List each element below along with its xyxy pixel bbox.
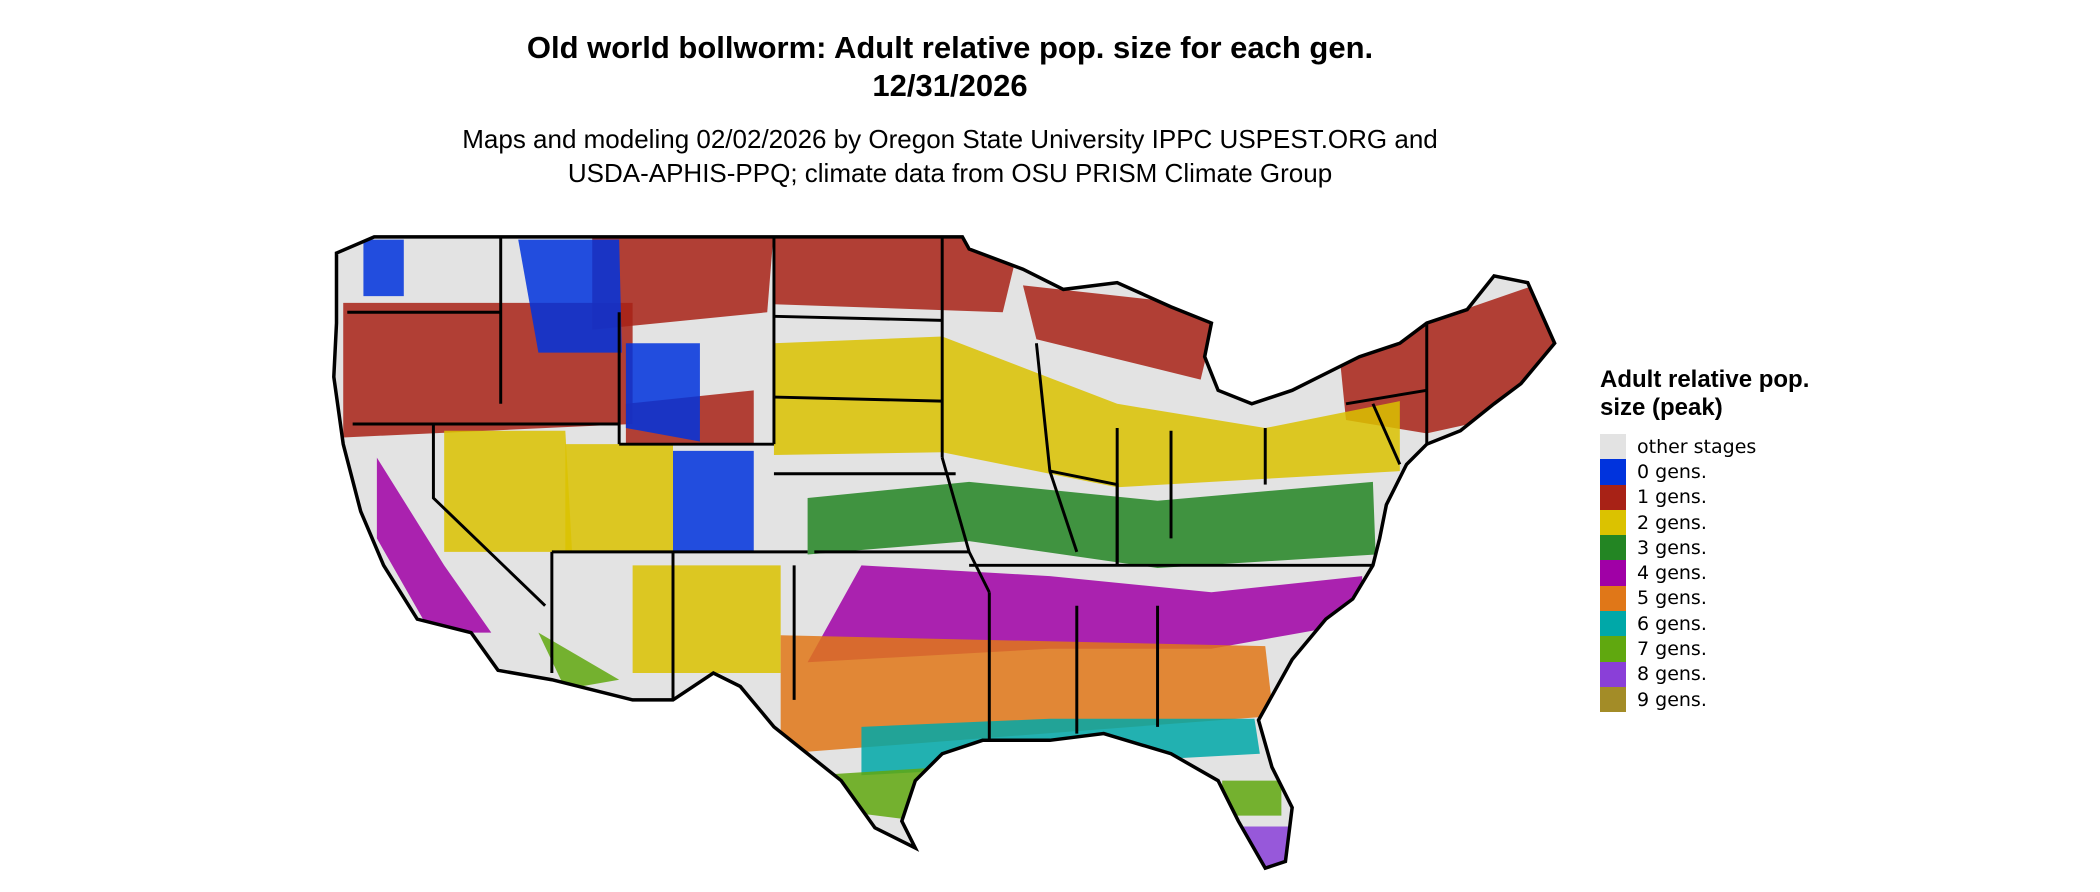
legend-swatch bbox=[1600, 484, 1626, 510]
legend-item: 2 gens. bbox=[1600, 509, 1820, 536]
legend-label: 4 gens. bbox=[1637, 562, 1707, 585]
state-border bbox=[773, 314, 943, 322]
legend-title: Adult relative pop. size (peak) bbox=[1600, 366, 1810, 421]
map-subtitle-line2: USDA-APHIS-PPQ; climate data from OSU PR… bbox=[567, 158, 1333, 188]
legend-swatch bbox=[1600, 509, 1626, 536]
map-title: Old world bollworm: Adult relative pop. … bbox=[526, 30, 1374, 65]
legend-swatch bbox=[1600, 661, 1626, 687]
generation-zone bbox=[673, 450, 754, 552]
generation-zone bbox=[807, 481, 1376, 569]
generation-zone bbox=[1022, 285, 1219, 380]
state-border bbox=[1345, 388, 1428, 406]
legend-item: 5 gens. bbox=[1600, 585, 1820, 612]
legend-item: 1 gens. bbox=[1600, 484, 1820, 510]
generation-zone bbox=[625, 343, 700, 442]
state-border bbox=[940, 457, 991, 593]
generation-zone bbox=[1222, 780, 1282, 816]
legend-item: 8 gens. bbox=[1600, 661, 1820, 687]
legend-label: 2 gens. bbox=[1637, 511, 1707, 534]
legend-label: 0 gens. bbox=[1637, 460, 1707, 483]
legend-label: 8 gens. bbox=[1637, 663, 1707, 686]
legend-swatch bbox=[1600, 434, 1626, 460]
us-outline bbox=[332, 235, 1557, 871]
legend-label: 1 gens. bbox=[1637, 486, 1707, 509]
legend-item: 7 gens. bbox=[1600, 636, 1820, 662]
generation-zone bbox=[592, 236, 774, 330]
legend-label: 6 gens. bbox=[1637, 612, 1707, 635]
legend-swatch bbox=[1600, 636, 1626, 662]
legend-label: 7 gens. bbox=[1637, 638, 1707, 661]
map-subtitle-line1: Maps and modeling 02/02/2026 by Oregon S… bbox=[462, 124, 1438, 154]
generation-zone bbox=[807, 565, 1363, 663]
legend-label: 5 gens. bbox=[1637, 587, 1707, 610]
state-borders bbox=[347, 236, 1429, 741]
generation-zone bbox=[565, 444, 673, 552]
legend-item: 4 gens. bbox=[1600, 560, 1820, 586]
legend-item: 3 gens. bbox=[1600, 535, 1820, 561]
generation-zone bbox=[632, 565, 781, 673]
legend-label: other stages bbox=[1637, 435, 1757, 458]
map-date: 12/31/2026 bbox=[872, 68, 1028, 103]
legend-item: other stages bbox=[1600, 434, 1820, 460]
legend-swatch bbox=[1600, 560, 1626, 586]
legend-swatch bbox=[1600, 459, 1626, 485]
generation-zone bbox=[773, 236, 1023, 313]
generation-zone bbox=[518, 239, 622, 353]
legend-item: 0 gens. bbox=[1600, 459, 1820, 485]
generation-zone bbox=[773, 336, 1400, 488]
legend-swatch bbox=[1600, 611, 1626, 637]
legend-label: 3 gens. bbox=[1637, 536, 1707, 559]
state-border bbox=[431, 423, 547, 607]
legend: Adult relative pop. size (peak) other st… bbox=[1600, 366, 1820, 713]
generation-zone bbox=[376, 457, 492, 633]
state-border bbox=[1371, 403, 1402, 465]
generation-zone bbox=[538, 632, 620, 690]
legend-label: 9 gens. bbox=[1637, 688, 1707, 711]
generation-zone bbox=[363, 239, 404, 297]
generation-zones bbox=[343, 236, 1555, 869]
legend-item: 6 gens. bbox=[1600, 611, 1820, 637]
generation-zone bbox=[444, 430, 573, 552]
legend-item: 9 gens. bbox=[1600, 686, 1820, 713]
state-border bbox=[773, 395, 943, 403]
legend-swatch bbox=[1600, 585, 1626, 612]
legend-swatch bbox=[1600, 535, 1626, 561]
legend-swatch bbox=[1600, 686, 1626, 713]
